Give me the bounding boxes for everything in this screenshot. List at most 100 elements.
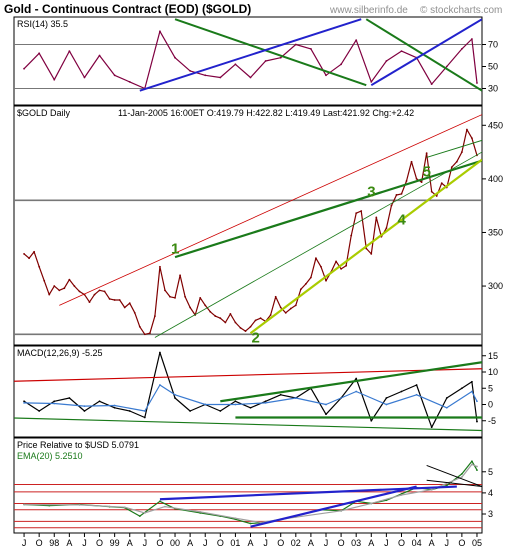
x-tick-label: 05: [472, 538, 482, 548]
rsi-data-point: [249, 76, 252, 79]
price-data-point: [239, 326, 242, 329]
price-data-point: [28, 257, 30, 260]
price-data-point: [455, 160, 458, 163]
x-tick-label: J: [445, 538, 450, 548]
rsi-ytick-label: 50: [488, 62, 498, 72]
x-tick-label: J: [203, 538, 208, 548]
macd-data-point: [219, 410, 222, 412]
macd-data-point: [279, 393, 282, 396]
price-data-point: [169, 295, 171, 298]
price-data-point: [289, 307, 292, 310]
x-tick-label: A: [187, 538, 193, 548]
relative-data-point: [340, 509, 342, 512]
macd-data-point: [294, 397, 297, 399]
relative-data-point: [471, 463, 473, 466]
rsi-label: RSI(14) 35.5: [17, 19, 68, 29]
macd-series-macd: [23, 351, 478, 428]
macd-data-point: [23, 400, 25, 403]
price-ytick-label: 400: [488, 174, 503, 184]
price-data-point: [199, 296, 202, 299]
rsi-data-point: [430, 83, 433, 85]
relative-data-point: [164, 505, 166, 508]
macd-data-point: [113, 406, 116, 409]
x-tick-label: 02: [291, 538, 301, 548]
price-data-point: [299, 288, 302, 291]
rsi-ytick-label: 30: [488, 84, 498, 94]
x-tick-label: 03: [351, 538, 361, 548]
price-data-point: [450, 166, 453, 168]
macd-data-point: [385, 397, 388, 399]
relative-data-point: [249, 522, 252, 525]
rsi-data-point: [219, 76, 222, 79]
rsi-data-point: [159, 30, 161, 33]
macd-ytick-label: 5: [488, 383, 493, 393]
price-data-point: [214, 315, 217, 317]
rsi-data-point: [23, 67, 25, 70]
macd-data-point: [53, 402, 56, 405]
x-tick-label: O: [458, 538, 465, 548]
price-data-point: [148, 332, 151, 335]
macd-data-point: [143, 410, 146, 412]
watermark-silberinfo: www.silberinfo.de: [329, 5, 408, 16]
relative-data-point: [370, 502, 373, 505]
relative-data-point: [460, 472, 463, 475]
macd-data-point: [415, 384, 418, 386]
x-tick-label: A: [429, 538, 435, 548]
price-data-point: [219, 317, 222, 320]
rsi-panel: 30 50 70 RSI(14) 35.5: [13, 16, 498, 106]
price-data-point: [294, 304, 297, 307]
price-trendline: [174, 159, 482, 259]
relative-label-ema: EMA(20) 5.2510: [17, 451, 83, 461]
rsi-trendline: [370, 18, 482, 87]
relative-ytick-label: 5: [488, 467, 493, 477]
macd-ytick-label: 0: [488, 400, 493, 410]
macd-data-point: [355, 377, 358, 380]
price-ytick-label: 300: [488, 281, 503, 291]
wave-label: 4: [397, 212, 406, 229]
macd-data-point: [400, 390, 403, 393]
price-data-point: [385, 227, 388, 230]
x-tick-label: J: [82, 538, 87, 548]
rsi-ytick-label: 70: [488, 40, 498, 50]
macd-ytick-label: 15: [488, 351, 498, 361]
rsi-data-point: [128, 81, 131, 83]
price-data-point: [229, 313, 232, 315]
price-data-point: [284, 311, 287, 314]
price-data-point: [154, 315, 156, 317]
macd-panel: -5 0 5 10 15 MACD(12,26,9) -5.25: [13, 345, 498, 438]
macd-trendline: [220, 361, 482, 403]
price-data-point: [179, 274, 181, 277]
price-ytick-label: 350: [488, 227, 503, 237]
macd-data-point: [471, 380, 473, 383]
price-data-point: [415, 177, 418, 180]
x-tick-label: 00: [170, 538, 180, 548]
price-data-point: [38, 265, 41, 268]
price-data-point: [73, 285, 76, 287]
x-tick-label: J: [324, 538, 329, 548]
relative-ytick-label: 3: [488, 509, 493, 519]
macd-label: MACD(12,26,9) -5.25: [17, 348, 103, 358]
price-label: $GOLD Daily: [17, 108, 71, 118]
relative-data-point: [78, 504, 81, 506]
relative-frame: [13, 437, 483, 534]
rsi-data-point: [310, 48, 312, 50]
macd-data-point: [445, 406, 448, 409]
relative-trendline: [250, 485, 417, 528]
price-data-point: [58, 289, 61, 292]
relative-data-point: [199, 510, 202, 513]
price-trendline: [59, 114, 482, 306]
price-data-point: [88, 301, 91, 304]
price-data-point: [234, 321, 237, 324]
x-tick-label: O: [338, 538, 345, 548]
relative-series-ema-20-: [24, 463, 478, 524]
x-tick-label: O: [36, 538, 43, 548]
rsi-data-point: [204, 74, 207, 77]
price-data-point: [68, 278, 71, 281]
macd-data-point: [53, 400, 56, 403]
macd-data-point: [174, 397, 176, 399]
relative-data-point: [23, 503, 25, 506]
rsi-data-point: [370, 81, 373, 83]
price-data-point: [410, 160, 413, 163]
price-stats: 11-Jan-2005 16:00ET O:419.79 H:422.82 L:…: [118, 108, 414, 118]
